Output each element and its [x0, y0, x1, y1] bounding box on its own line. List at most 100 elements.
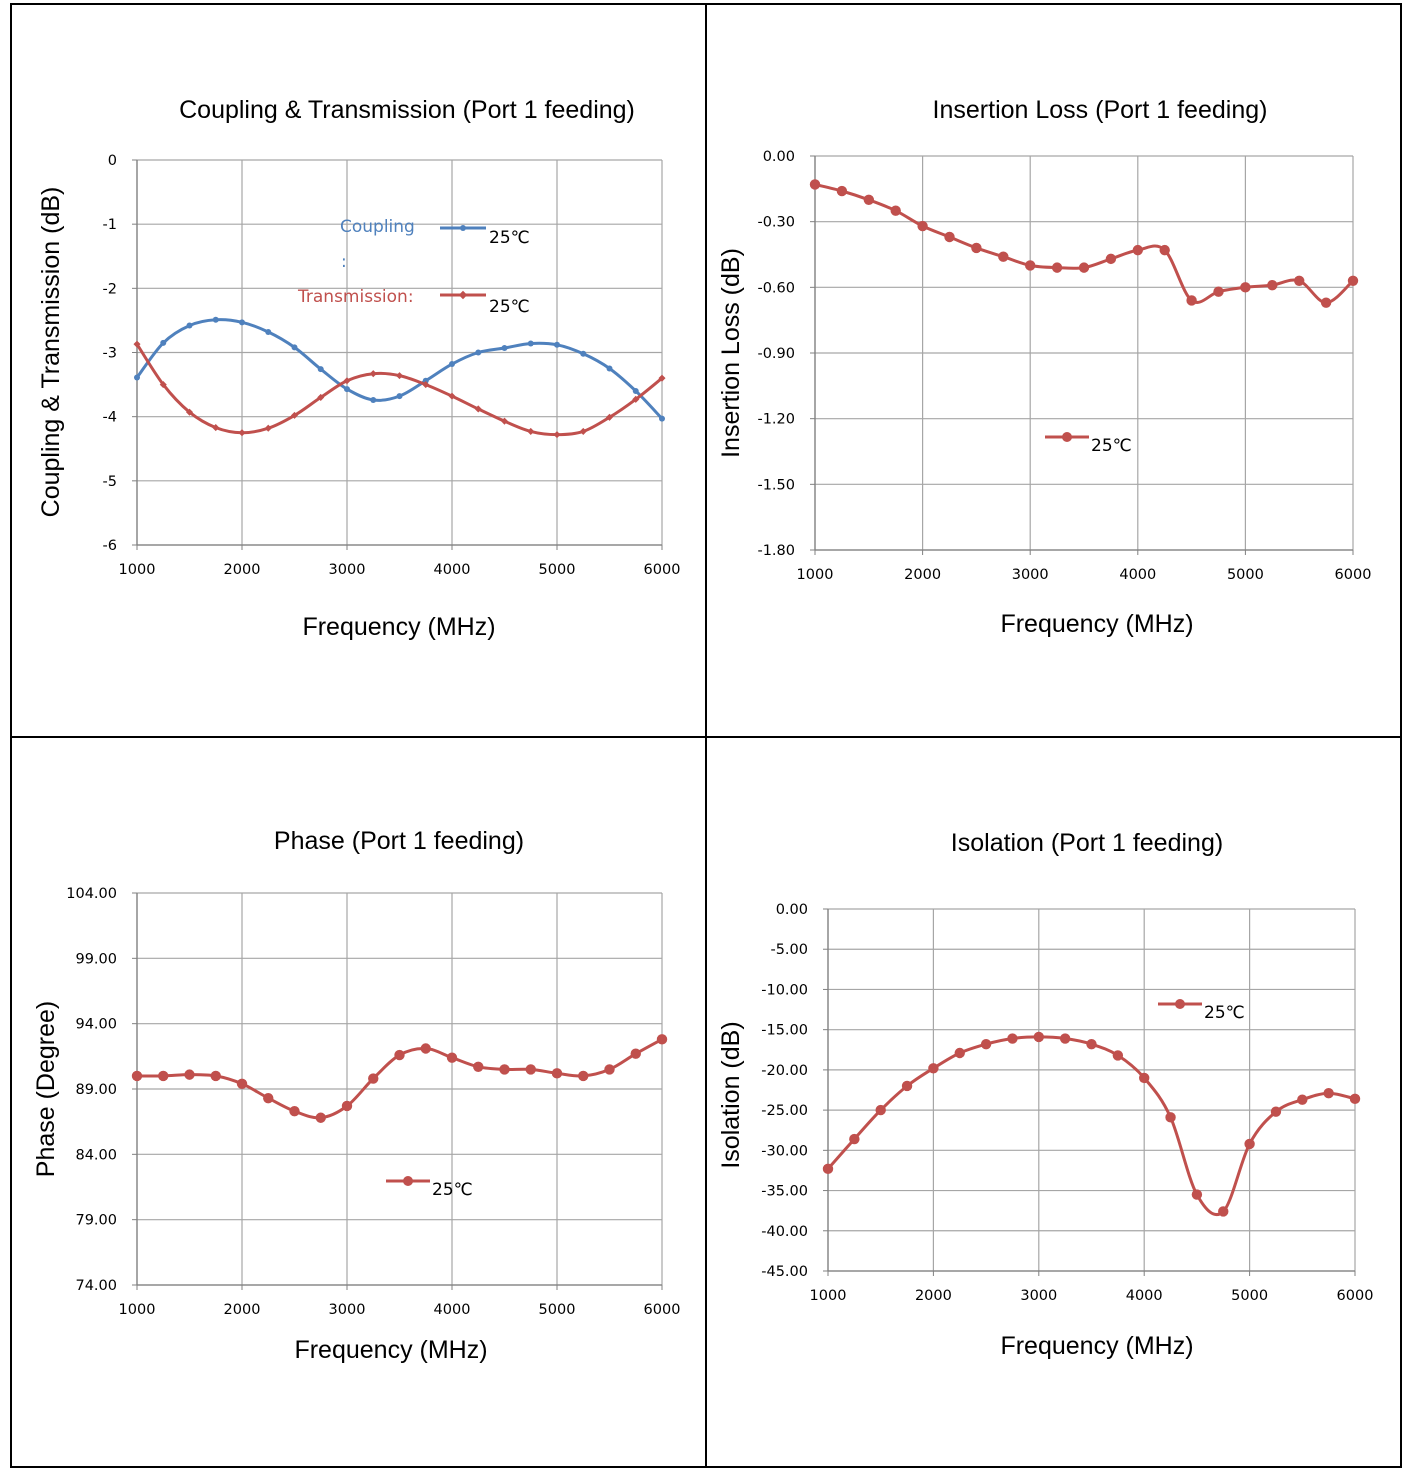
- y-tick-label: -0.90: [757, 346, 795, 362]
- legend-label-transmission: Transmission:: [297, 287, 414, 307]
- data-point: [317, 366, 324, 373]
- data-point: [422, 377, 429, 384]
- data-point: [980, 1038, 992, 1050]
- data-point: [475, 349, 482, 356]
- data-point: [446, 1052, 458, 1063]
- legend: 25℃: [1045, 432, 1132, 456]
- y-tick-label: 74.00: [75, 1278, 117, 1294]
- isolation-chart: Isolation (Port 1 feeding) Frequency (MH…: [717, 829, 1374, 1360]
- data-point: [875, 1104, 886, 1116]
- legend-temp: 25℃: [1091, 436, 1132, 456]
- legend-marker: [403, 1176, 413, 1186]
- y-tick-label: -1.50: [757, 477, 795, 493]
- vertical-divider: [705, 3, 707, 1468]
- data-point: [448, 392, 456, 400]
- data-point: [578, 1070, 589, 1082]
- data-point: [917, 220, 928, 232]
- y-tick-label: -15.00: [761, 1023, 808, 1039]
- data-point: [1025, 260, 1036, 271]
- x-tick-label: 4000: [434, 1302, 471, 1318]
- data-point: [1347, 275, 1359, 286]
- data-point: [395, 372, 404, 380]
- data-point: [606, 365, 613, 372]
- data-point: [971, 242, 982, 254]
- data-point: [1105, 253, 1117, 265]
- data-point: [501, 345, 508, 352]
- data-point: [944, 231, 955, 243]
- data-point: [1323, 1088, 1334, 1099]
- data-point: [212, 424, 220, 432]
- data-point: [525, 1064, 536, 1075]
- legend-marker-coupling: [460, 225, 466, 231]
- data-point: [901, 1080, 913, 1092]
- chart-title: Insertion Loss (Port 1 feeding): [933, 96, 1268, 124]
- x-tick-label: 2000: [904, 567, 941, 583]
- data-point: [1294, 275, 1305, 286]
- x-tick-label: 6000: [1337, 1288, 1374, 1304]
- data-point: [1139, 1072, 1150, 1084]
- data-point: [1059, 1033, 1071, 1044]
- data-point: [236, 1078, 248, 1089]
- data-point: [420, 1043, 431, 1054]
- data-point: [1213, 286, 1224, 297]
- x-tick-label: 4000: [1126, 1288, 1163, 1304]
- data-point: [1320, 297, 1332, 308]
- data-point: [500, 417, 509, 425]
- legend-temp-transmission: 25℃: [489, 297, 530, 317]
- legend-marker: [1175, 999, 1185, 1009]
- data-point: [809, 179, 821, 190]
- x-tick-label: 1000: [797, 567, 834, 583]
- coupling-transmission-chart: Coupling & Transmission (Port 1 feeding)…: [37, 96, 681, 641]
- y-tick-label: -3: [103, 346, 117, 362]
- data-point: [630, 1048, 641, 1059]
- data-point: [554, 341, 560, 348]
- data-point: [1165, 1112, 1176, 1123]
- data-point: [449, 361, 455, 368]
- data-point: [1267, 279, 1278, 291]
- legend: Coupling : 25℃ Transmission: 25℃: [297, 217, 530, 317]
- data-point: [527, 427, 535, 435]
- y-tick-label: -2: [103, 281, 117, 297]
- y-tick-label: -20.00: [761, 1063, 808, 1079]
- data-point: [343, 377, 351, 385]
- data-point: [422, 381, 430, 389]
- series-line-1: [135, 343, 663, 437]
- data-point: [344, 386, 350, 393]
- data-point: [238, 429, 246, 437]
- x-axis-label: Frequency (MHz): [1000, 1332, 1193, 1360]
- y-tick-label: -6: [103, 538, 117, 554]
- x-tick-label: 5000: [539, 1302, 576, 1318]
- y-tick-label: -10.00: [761, 982, 808, 998]
- x-tick-label: 1000: [119, 562, 156, 578]
- data-point: [527, 340, 534, 347]
- data-point: [396, 393, 403, 400]
- data-point: [1112, 1050, 1124, 1061]
- x-tick-label: 4000: [1119, 567, 1156, 583]
- data-point: [632, 395, 640, 403]
- data-point: [604, 1064, 615, 1075]
- x-axis-label: Frequency (MHz): [294, 1336, 487, 1364]
- y-tick-label: -40.00: [761, 1224, 808, 1240]
- data-point: [605, 413, 614, 421]
- chart-title: Phase (Port 1 feeding): [274, 827, 524, 855]
- data-point: [658, 374, 666, 382]
- y-tick-label: -5: [103, 474, 117, 490]
- y-tick-label: 0: [108, 153, 117, 169]
- data-point: [184, 1069, 195, 1080]
- data-point: [474, 405, 482, 413]
- data-point: [1349, 1093, 1361, 1105]
- x-tick-label: 1000: [119, 1302, 156, 1318]
- x-tick-label: 6000: [644, 562, 681, 578]
- y-axis-label: Insertion Loss (dB): [717, 248, 745, 458]
- data-point: [1297, 1094, 1308, 1105]
- legend-marker: [1062, 432, 1072, 442]
- data-point: [1159, 244, 1170, 256]
- data-point: [656, 1034, 668, 1045]
- data-point: [1270, 1106, 1282, 1117]
- x-tick-label: 5000: [539, 562, 576, 578]
- y-tick-label: -25.00: [761, 1103, 808, 1119]
- data-point: [822, 1163, 834, 1175]
- y-tick-label: -0.30: [757, 215, 795, 231]
- legend: 25℃: [386, 1176, 473, 1200]
- y-tick-label: 104.00: [66, 886, 117, 902]
